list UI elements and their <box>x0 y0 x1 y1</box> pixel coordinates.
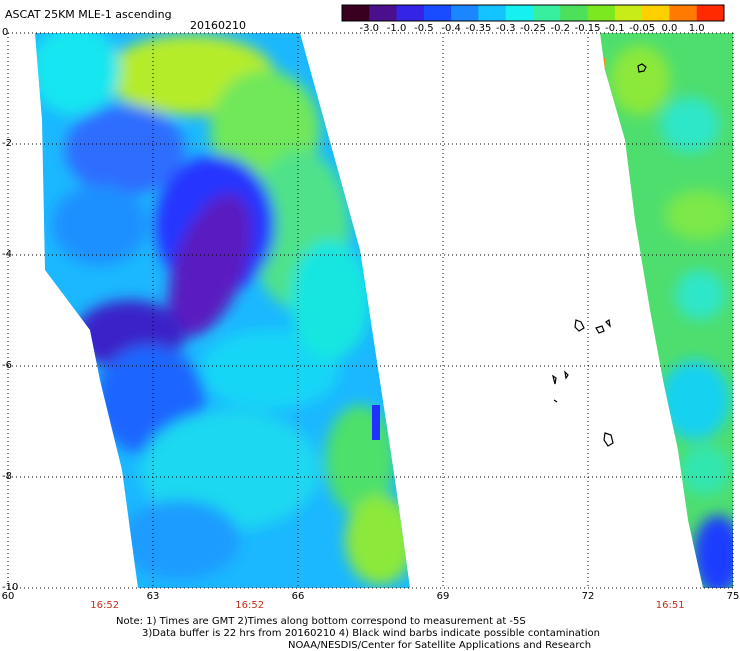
island-outline <box>552 374 557 385</box>
lon-tick-label: 66 <box>291 591 305 602</box>
lon-tick-label: 60 <box>1 591 15 602</box>
island-outline <box>605 318 611 328</box>
colorbar-tick-label: 1.0 <box>688 23 705 34</box>
colorbar-segment <box>423 5 452 21</box>
product-date: 20160210 <box>190 19 246 32</box>
lon-tick-label: 69 <box>436 591 450 602</box>
lat-tick-label: 0 <box>2 27 9 38</box>
colorbar-segment <box>560 5 589 21</box>
lat-tick-label: -6 <box>2 360 12 371</box>
note-line-1: Note: 1) Times are GMT 2)Times along bot… <box>116 616 526 627</box>
island-outline <box>553 399 558 403</box>
colorbar-tick-label: -0.05 <box>629 23 656 34</box>
colorbar-segment <box>369 5 398 21</box>
lon-tick-label: 75 <box>726 591 740 602</box>
colorbar-segment <box>396 5 425 21</box>
swath-west <box>35 33 410 588</box>
colorbar-tick-label: -1.0 <box>386 23 407 34</box>
colorbar-tick-label: -0.1 <box>605 23 625 34</box>
lat-tick-label: -10 <box>2 582 19 593</box>
colorbar-tick-label: -0.4 <box>441 23 461 34</box>
colorbar-segment <box>533 5 561 21</box>
colorbar-segment <box>451 5 479 21</box>
colorbar-tick-label: -0.25 <box>520 23 546 34</box>
note-line-3: NOAA/NESDIS/Center for Satellite Applica… <box>288 640 592 651</box>
colorbar-segment <box>505 5 534 21</box>
colorbar-tick-label: -0.35 <box>465 23 492 34</box>
colorbar-tick-label: -0.5 <box>414 23 434 34</box>
colorbar-segment <box>614 5 643 21</box>
colorbar-segment <box>478 5 507 21</box>
colorbar-tick-label: -0.3 <box>495 23 516 34</box>
island-outline <box>595 325 605 334</box>
island-outline <box>564 370 569 380</box>
time-label: 16:52 <box>90 600 120 611</box>
island-outline <box>574 319 585 332</box>
colorbar-segment <box>587 5 616 21</box>
time-label: 16:51 <box>655 600 685 611</box>
island-outline <box>603 432 614 447</box>
lon-tick-label: 63 <box>146 591 160 602</box>
colorbar-tick-label: -3.0 <box>359 23 380 34</box>
lat-tick-label: -8 <box>2 471 12 482</box>
colorbar <box>341 4 725 22</box>
product-title: ASCAT 25KM MLE-1 ascending <box>5 8 172 21</box>
island-outline <box>637 63 647 73</box>
colorbar-segment <box>642 5 670 21</box>
time-label: 16:52 <box>235 600 265 611</box>
lat-tick-label: -4 <box>2 249 12 260</box>
colorbar-tick-label: -0.15 <box>574 23 601 34</box>
colorbar-segment <box>669 5 698 21</box>
swath-east <box>600 33 733 588</box>
lat-tick-label: -2 <box>2 138 12 149</box>
colorbar-tick-label: -0.2 <box>550 23 571 34</box>
note-line-2: 3)Data buffer is 22 hrs from 20160210 4)… <box>142 628 600 639</box>
colorbar-segment <box>342 5 370 21</box>
lon-tick-label: 72 <box>581 591 595 602</box>
colorbar-tick-label: 0.0 <box>661 23 678 34</box>
colorbar-segment <box>696 5 725 21</box>
